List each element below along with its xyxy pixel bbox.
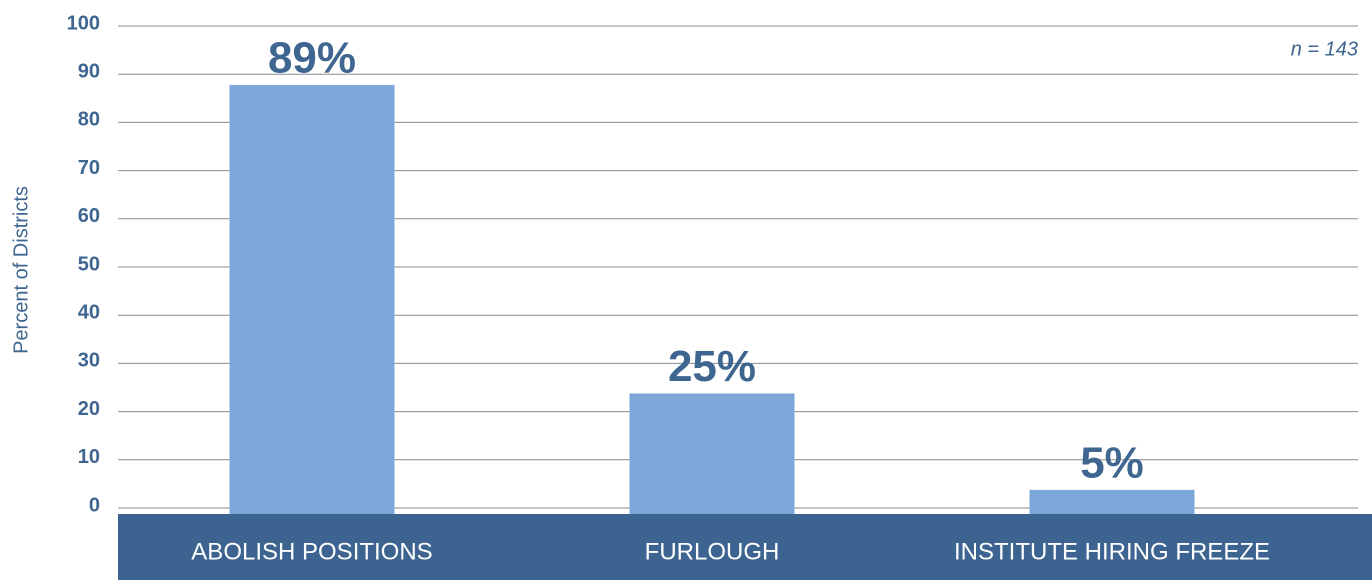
y-tick-label: 90: [78, 60, 100, 82]
value-label: 25%: [668, 342, 756, 391]
y-tick-label: 60: [78, 205, 100, 227]
y-tick-label: 30: [78, 350, 100, 372]
y-tick-label: 20: [78, 398, 100, 420]
y-tick-label: 0: [89, 494, 100, 516]
value-label: 5%: [1080, 439, 1144, 488]
x-tick-label: ABOLISH POSITIONS: [191, 538, 432, 565]
y-tick-label: 10: [78, 446, 100, 468]
bar: [1029, 489, 1195, 514]
category-band: [118, 514, 1372, 580]
x-tick-label: INSTITUTE HIRING FREEZE: [954, 538, 1270, 565]
bar: [229, 85, 395, 515]
y-tick-label: 100: [67, 12, 100, 34]
x-tick-label: FURLOUGH: [645, 538, 780, 565]
y-tick-label: 40: [78, 301, 100, 323]
annotation: n = 143: [1291, 38, 1358, 60]
y-tick-label: 50: [78, 253, 100, 275]
y-axis-label: Percent of Districts: [10, 186, 32, 354]
y-tick-label: 70: [78, 157, 100, 179]
bar: [629, 393, 795, 514]
value-label: 89%: [268, 34, 356, 83]
y-tick-label: 80: [78, 109, 100, 131]
